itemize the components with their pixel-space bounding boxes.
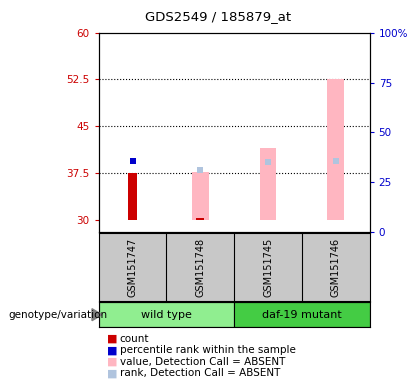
Text: ■: ■ <box>107 334 118 344</box>
Text: percentile rank within the sample: percentile rank within the sample <box>120 345 296 355</box>
Bar <box>260 148 276 220</box>
Text: genotype/variation: genotype/variation <box>8 310 108 320</box>
Text: daf-19 mutant: daf-19 mutant <box>262 310 342 320</box>
Bar <box>327 79 344 220</box>
Text: GSM151748: GSM151748 <box>195 238 205 297</box>
Bar <box>196 218 205 220</box>
Text: GSM151747: GSM151747 <box>128 238 138 297</box>
Text: GSM151745: GSM151745 <box>263 238 273 297</box>
Text: GDS2549 / 185879_at: GDS2549 / 185879_at <box>145 10 291 23</box>
Text: ■: ■ <box>107 357 118 367</box>
Text: ■: ■ <box>107 345 118 355</box>
Text: rank, Detection Call = ABSENT: rank, Detection Call = ABSENT <box>120 368 280 378</box>
Text: value, Detection Call = ABSENT: value, Detection Call = ABSENT <box>120 357 285 367</box>
Bar <box>192 172 209 220</box>
Polygon shape <box>92 309 102 321</box>
Text: GSM151746: GSM151746 <box>331 238 341 297</box>
Bar <box>234 302 370 327</box>
Text: wild type: wild type <box>141 310 192 320</box>
Bar <box>129 173 137 220</box>
Text: ■: ■ <box>107 368 118 378</box>
Bar <box>99 302 234 327</box>
Text: count: count <box>120 334 149 344</box>
